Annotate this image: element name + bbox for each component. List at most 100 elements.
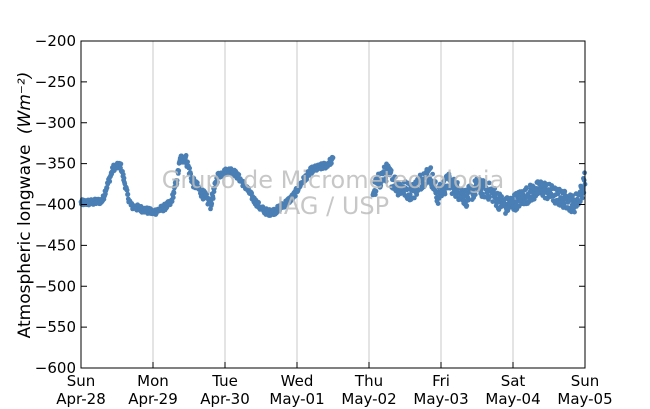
data-point: [204, 191, 210, 197]
data-point: [241, 180, 247, 185]
data-point: [562, 189, 568, 194]
data-point: [478, 187, 484, 193]
y-tick-label: −300: [35, 114, 76, 132]
x-tick-date: May-02: [341, 390, 396, 408]
data-point: [442, 191, 448, 197]
data-point: [579, 195, 585, 201]
data-point: [412, 195, 417, 201]
data-point: [107, 179, 113, 184]
data-point: [430, 171, 435, 177]
data-point: [210, 196, 216, 201]
data-point: [169, 199, 175, 204]
x-tick-date: Apr-28: [56, 390, 106, 408]
y-tick-label: −200: [35, 32, 76, 50]
data-point: [124, 187, 130, 193]
watermark-line-2: IAG / USP: [277, 192, 389, 220]
data-point: [330, 155, 336, 161]
data-point: [482, 179, 488, 185]
data-point: [185, 159, 191, 165]
x-tick-date: May-04: [485, 390, 540, 408]
x-tick-date: May-05: [557, 390, 612, 408]
data-point: [393, 174, 398, 180]
data-point: [414, 192, 420, 197]
data-point: [293, 193, 298, 199]
watermark: Grupo de Micrometeorologia IAG / USP: [162, 166, 504, 220]
x-tick-day: Sun: [67, 372, 96, 390]
y-tick-label: −400: [35, 196, 76, 214]
data-point: [187, 165, 193, 171]
data-point: [170, 195, 176, 200]
data-point: [171, 190, 177, 196]
data-point: [524, 185, 529, 191]
y-tick-label: −250: [35, 73, 76, 91]
x-tick-day: Sat: [501, 372, 526, 390]
data-point: [388, 168, 394, 173]
x-tick-day: Mon: [137, 372, 169, 390]
data-point: [329, 160, 334, 166]
y-tick-label: −500: [35, 277, 76, 295]
data-point: [486, 180, 492, 186]
data-point: [120, 172, 126, 177]
data-point: [580, 185, 586, 191]
data-point: [212, 185, 217, 191]
data-point: [121, 175, 127, 181]
x-tick-day: Fri: [432, 372, 450, 390]
data-point: [236, 172, 242, 178]
data-point: [373, 188, 379, 194]
data-point: [176, 168, 182, 174]
data-point: [520, 191, 526, 197]
data-point: [490, 199, 496, 205]
x-tick-date: Apr-29: [128, 390, 178, 408]
y-tick-label: −600: [35, 359, 76, 377]
data-point: [487, 194, 492, 200]
x-tick-date: May-01: [269, 390, 324, 408]
data-point: [451, 176, 457, 182]
data-point: [375, 176, 380, 182]
data-point: [125, 191, 131, 197]
x-tick-day: Wed: [281, 372, 314, 390]
data-point: [561, 201, 567, 207]
data-point: [435, 201, 441, 207]
x-tick-day: Thu: [354, 372, 383, 390]
data-point: [499, 194, 504, 199]
data-point: [465, 197, 471, 203]
data-point: [455, 180, 460, 185]
data-point: [572, 209, 577, 215]
data-points: [78, 153, 588, 218]
x-axis: SunApr-28MonApr-29TueApr-30WedMay-01ThuM…: [56, 362, 613, 408]
data-point: [472, 192, 478, 198]
data-point: [570, 193, 575, 199]
x-tick-date: Apr-30: [200, 390, 250, 408]
y-axis-label-unit: (Wm⁻²): [15, 72, 35, 134]
data-point: [577, 199, 583, 205]
data-point: [378, 183, 384, 188]
y-tick-label: −550: [35, 318, 76, 336]
data-point: [492, 186, 498, 191]
data-point: [455, 185, 461, 191]
data-point: [118, 161, 124, 167]
watermark-line-1: Grupo de Micrometeorologia: [162, 166, 504, 194]
data-point: [209, 201, 215, 207]
data-point: [407, 192, 413, 198]
data-point: [383, 178, 389, 184]
data-point: [174, 178, 180, 183]
data-point: [188, 171, 194, 177]
data-point: [555, 191, 561, 197]
data-point: [104, 185, 110, 191]
x-tick-day: Sun: [571, 372, 600, 390]
x-tick-date: May-03: [413, 390, 468, 408]
data-point: [183, 153, 189, 158]
y-tick-label: −450: [35, 236, 76, 254]
x-tick-day: Tue: [211, 372, 238, 390]
data-point: [428, 165, 434, 171]
data-point: [256, 200, 261, 205]
y-axis-label: Atmospheric longwave (Wm⁻²): [15, 72, 35, 339]
y-tick-label: −350: [35, 155, 76, 173]
data-point: [464, 203, 470, 209]
y-axis-label-text: Atmospheric longwave: [15, 144, 35, 338]
data-point: [433, 179, 438, 185]
y-axis: −200 −250 −300 −350 −400 −450 −500 −550 −600: [35, 32, 585, 377]
data-point: [215, 179, 220, 185]
